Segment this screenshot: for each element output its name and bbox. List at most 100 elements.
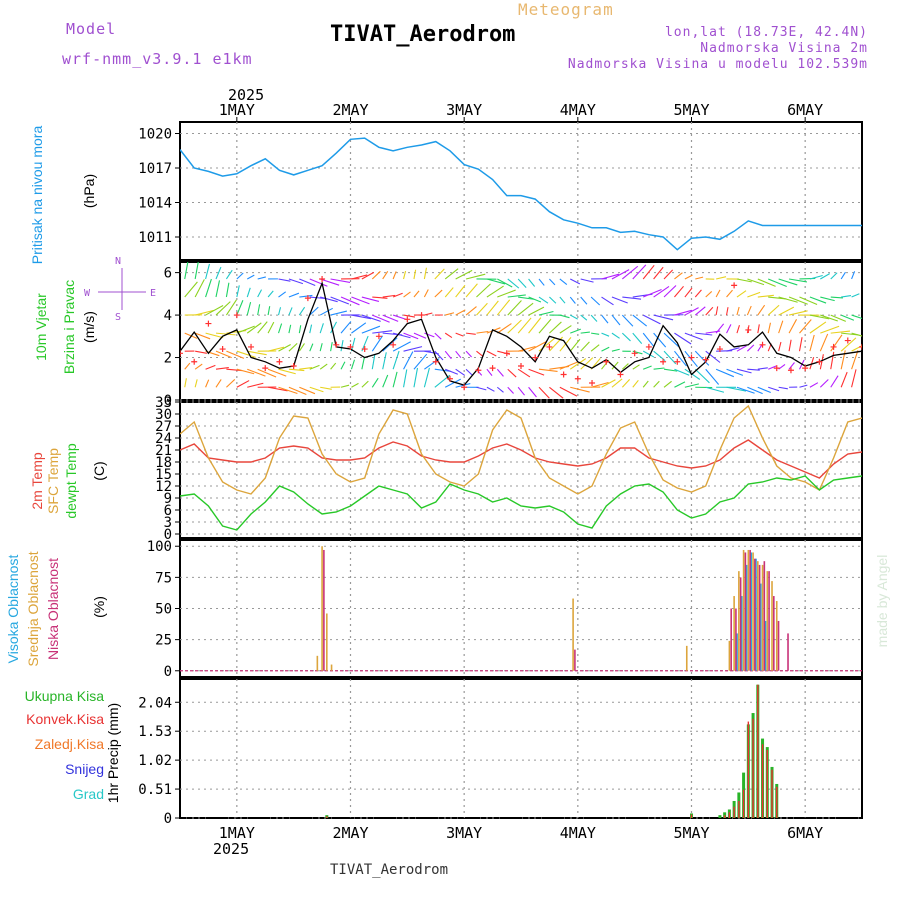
- wind-barb: [736, 290, 747, 298]
- wind-barb: [736, 324, 740, 334]
- wind-gust-mark: [759, 341, 766, 348]
- cloud-bar-high_cloud: [740, 596, 743, 671]
- y-tick-label: 6: [164, 266, 172, 282]
- wind-barb: [465, 368, 474, 376]
- wind-gust-mark: [361, 346, 368, 353]
- precip-unit: 1hr Precip (mm): [105, 702, 121, 804]
- wind-barb: [736, 345, 747, 352]
- compass-n: N: [115, 256, 122, 267]
- compass-e: E: [150, 288, 157, 299]
- day-label-bottom: 6MAY: [787, 824, 823, 842]
- wind-barb: [653, 332, 667, 348]
- wind-barb: [340, 361, 346, 370]
- wind-barb: [705, 291, 713, 298]
- wind-barb: [444, 332, 453, 339]
- cloud-bar-low_cloud: [323, 549, 325, 671]
- wind-barb: [371, 335, 383, 352]
- wind-barb: [236, 325, 255, 334]
- wind-barb: [486, 368, 493, 376]
- wind-gust-mark: [716, 346, 723, 353]
- wind-barb: [392, 314, 407, 320]
- wind-barb: [320, 386, 332, 390]
- wind-barb: [278, 291, 287, 298]
- wind-barb: [559, 361, 579, 370]
- wind-gust-mark: [645, 343, 652, 350]
- wind-barb: [559, 314, 570, 319]
- wind-barb: [622, 296, 642, 300]
- wind-barb: [476, 386, 487, 391]
- wind-barb: [549, 386, 564, 399]
- wind-barb: [705, 368, 720, 385]
- wind-barb: [184, 281, 198, 298]
- precip-bar-precip_conv: [728, 812, 731, 818]
- wind-barb: [809, 382, 819, 388]
- wind-barb: [455, 368, 466, 376]
- panel-frame-4: [179, 678, 863, 819]
- cloud-bar-mid_cloud: [733, 596, 735, 671]
- altitude: Nadmorska Visina 2m: [700, 41, 868, 56]
- wind-gust-mark: [319, 275, 326, 282]
- wind-barb: [559, 278, 568, 285]
- day-label-top: 3MAY: [446, 101, 482, 119]
- wind-barb: [695, 332, 713, 336]
- wind-barb: [538, 386, 550, 399]
- wind-barb: [225, 269, 233, 280]
- wind-barb: [340, 296, 360, 306]
- wind-barb: [455, 383, 471, 388]
- wind-barb: [809, 296, 827, 304]
- footer-station: TIVAT_Aerodrom: [330, 862, 449, 878]
- wind-gust-mark: [816, 358, 823, 365]
- wind-barb: [778, 278, 798, 286]
- wind-barb: [757, 386, 771, 394]
- wind-barb: [830, 330, 851, 334]
- wind-barb: [309, 386, 324, 393]
- precip-bar-precip_conv: [742, 789, 745, 818]
- wind-barb: [319, 307, 333, 316]
- wind-barb: [476, 302, 488, 316]
- wind-barb: [674, 350, 687, 367]
- wind-barb: [257, 276, 266, 280]
- wind-barb: [611, 332, 620, 339]
- wind-barb: [372, 330, 393, 334]
- cloud-label-low: Niska Oblacnost: [45, 558, 61, 660]
- temp-unit: (C): [91, 461, 107, 481]
- cloud-bar-low_cloud: [773, 596, 775, 671]
- wind-barb: [236, 350, 256, 358]
- wind-barb: [694, 368, 710, 384]
- wind-barb: [715, 323, 725, 334]
- wind-barb: [767, 322, 772, 334]
- wind-barb: [840, 271, 846, 280]
- wind-barb: [778, 306, 795, 316]
- wind-barb: [277, 323, 283, 334]
- wind-barb: [215, 350, 232, 359]
- wind-barb: [309, 278, 328, 287]
- wind-barb: [184, 362, 191, 370]
- day-label-bottom: 1MAY: [219, 824, 255, 842]
- wind-barb: [424, 332, 435, 338]
- wind-barb: [247, 350, 267, 356]
- wind-barb: [590, 296, 601, 306]
- wind-barb: [747, 368, 760, 371]
- day-label-bottom: 4MAY: [560, 824, 596, 842]
- wind-barb: [215, 367, 229, 370]
- wind-barb: [486, 285, 504, 298]
- wind-barb: [330, 362, 337, 370]
- wind-barb: [257, 304, 261, 316]
- wind-barb: [674, 332, 692, 345]
- wind-barb: [423, 289, 429, 298]
- wind-barb: [299, 294, 313, 298]
- wind-barb: [413, 367, 419, 388]
- wind-gust-mark: [631, 350, 638, 357]
- pressure-unit: (hPa): [81, 173, 97, 209]
- wind-barb: [371, 377, 379, 388]
- wind-gust-mark: [404, 316, 411, 323]
- temp-label-dewpt: dewpt Temp: [63, 443, 79, 519]
- wind-barb: [757, 324, 760, 334]
- wind-barb: [299, 367, 313, 370]
- wind-barb: [288, 307, 293, 316]
- wind-barb: [694, 306, 706, 316]
- wind-barb: [320, 296, 338, 303]
- y-tick-label: 0: [164, 393, 172, 409]
- wind-barb: [830, 334, 843, 352]
- pressure-label: Pritisak na nivou mora: [29, 125, 45, 265]
